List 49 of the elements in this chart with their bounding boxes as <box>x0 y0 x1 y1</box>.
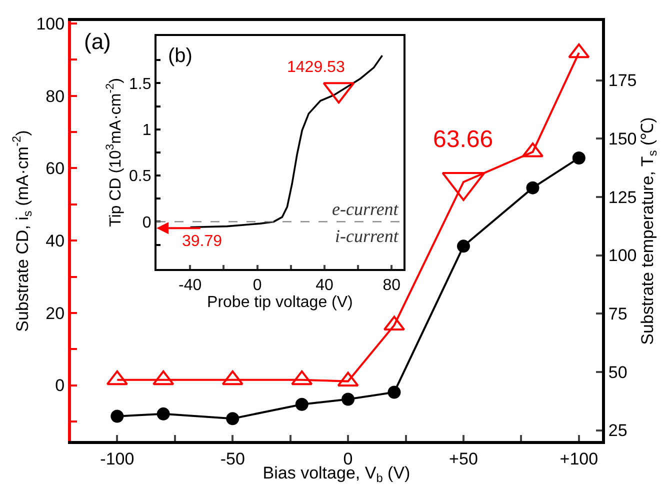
point <box>110 410 124 423</box>
y2-tick-label: 175 <box>608 71 637 90</box>
annotation: i-current <box>335 226 400 246</box>
x-tick-label: -100 <box>100 449 134 468</box>
annotation: 39.79 <box>182 233 222 250</box>
point <box>106 370 128 386</box>
x-tick-label: 0 <box>343 449 353 468</box>
x-axis-title: Probe tip voltage (V) <box>207 294 353 311</box>
x-tick-label: +50 <box>449 449 478 468</box>
y2-tick-label: 100 <box>608 246 637 266</box>
y-tick-label: 100 <box>36 14 65 34</box>
y2-tick-label: 50 <box>608 362 628 382</box>
x-tick-label: 80 <box>382 277 401 294</box>
point <box>152 370 174 386</box>
x-tick-label: +100 <box>560 449 598 468</box>
y2-tick-label: 150 <box>608 130 637 149</box>
y-tick-label: 60 <box>46 159 65 178</box>
point <box>337 372 359 387</box>
point <box>291 370 313 386</box>
point <box>526 181 540 194</box>
annotation: (a) <box>84 29 111 54</box>
point <box>295 398 308 411</box>
annotation: (b) <box>168 45 192 67</box>
point <box>388 386 401 399</box>
x-tick-label: -40 <box>178 277 202 294</box>
y-tick-label: 1.5 <box>129 76 152 93</box>
point <box>568 43 590 58</box>
point <box>342 392 355 406</box>
point <box>156 407 170 420</box>
y-tick-label: 20 <box>46 304 65 323</box>
y2-tick-label: 75 <box>608 304 628 324</box>
y-tick-label: 0 <box>142 214 152 232</box>
x-tick-label: 0 <box>252 277 262 294</box>
y-tick-label: 0.5 <box>129 168 152 186</box>
x-tick-label: -50 <box>220 449 245 468</box>
point <box>572 151 586 164</box>
point <box>222 370 244 386</box>
annotation: 1429.53 <box>287 59 345 76</box>
point <box>226 412 240 426</box>
y-tick-label: 80 <box>46 86 65 106</box>
point <box>456 240 470 253</box>
y-tick-label: 40 <box>46 232 65 251</box>
x-tick-label: 40 <box>316 277 334 294</box>
y-tick-label: 0 <box>55 376 65 396</box>
y2-tick-label: 25 <box>608 421 628 440</box>
annotation: 63.66 <box>433 126 494 153</box>
y2-tick-label: 125 <box>608 188 637 207</box>
annotation: e-current <box>332 199 400 219</box>
y-tick-label: 1 <box>142 122 152 139</box>
